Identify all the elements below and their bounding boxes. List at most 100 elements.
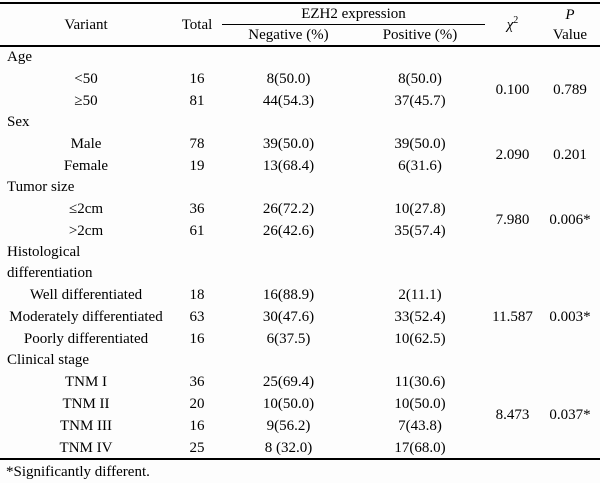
- table-row: Moderately differentiated 63 30(47.6) 33…: [0, 306, 600, 328]
- header-variant: Variant: [64, 16, 108, 33]
- positive-cell: 8(50.0): [398, 71, 442, 87]
- chi2-cell: 8.473: [495, 406, 530, 423]
- header-row-2: Negative (%) Positive (%): [0, 25, 600, 47]
- total-cell: 16: [189, 331, 205, 347]
- table-row: Male 78 39(50.0) 39(50.0) 2.090 0.201: [0, 133, 600, 163]
- table-body: Age <50 16 8(50.0) 8(50.0) 0.100 0.789 ≥…: [0, 46, 600, 459]
- value-label: Value: [552, 26, 588, 43]
- header-row-1: Variant Total EZH2 expression χ2 P Value: [0, 3, 600, 43]
- negative-cell: 30(47.6): [262, 309, 315, 325]
- total-cell: 36: [189, 374, 205, 390]
- section-empty-cells: [172, 350, 600, 371]
- negative-cell: 6(37.5): [266, 331, 311, 347]
- total-cell: 16: [189, 418, 205, 434]
- header-chi-square: χ2: [485, 3, 540, 46]
- positive-cell: 39(50.0): [394, 136, 446, 152]
- positive-cell: 10(50.0): [394, 396, 446, 412]
- variant-cell: <50: [74, 71, 98, 87]
- header-ezh2-expression: EZH2 expression: [222, 3, 485, 25]
- variant-cell: Moderately differentiated: [9, 309, 163, 325]
- section-empty-cells: [172, 242, 600, 284]
- chi-symbol: χ: [506, 16, 514, 33]
- negative-cell: 44(54.3): [262, 93, 315, 109]
- table-row: Female 19 13(68.4) 6(31.6): [0, 155, 600, 177]
- section-label: Clinical stage: [7, 352, 90, 368]
- section-row-tumor-size: Tumor size: [0, 177, 600, 198]
- table-row: TNM I 36 25(69.4) 11(30.6) 8.473 0.037*: [0, 371, 600, 423]
- section-row-histological-differentiation: Histological differentiation: [0, 242, 600, 284]
- negative-cell: 25(69.4): [262, 374, 315, 390]
- chi2-cell: 0.100: [495, 82, 530, 98]
- variant-cell: TNM II: [62, 396, 110, 412]
- p-cell: 0.037*: [549, 406, 591, 423]
- p-cell: 0.003*: [549, 309, 591, 325]
- variant-cell: Poorly differentiated: [23, 331, 149, 347]
- table-row: Well differentiated 18 16(88.9) 2(11.1) …: [0, 284, 600, 325]
- header-p-value: P Value: [540, 3, 600, 46]
- negative-cell: 9(56.2): [266, 418, 311, 434]
- total-cell: 78: [189, 136, 205, 152]
- positive-cell: 17(68.0): [394, 439, 446, 456]
- negative-cell: 16(88.9): [262, 287, 315, 303]
- section-empty-cells: [172, 112, 600, 133]
- variant-cell: TNM I: [64, 374, 108, 390]
- table-row: Poorly differentiated 16 6(37.5) 10(62.5…: [0, 328, 600, 350]
- positive-cell: 10(62.5): [394, 331, 446, 347]
- section-empty-cells: [172, 46, 600, 68]
- section-label: Histological differentiation: [7, 244, 93, 281]
- negative-cell: 26(72.2): [262, 201, 315, 217]
- total-cell: 36: [189, 201, 205, 217]
- table-header: Variant Total EZH2 expression χ2 P Value…: [0, 3, 600, 46]
- variant-cell: Well differentiated: [29, 287, 143, 303]
- variant-cell: Male: [70, 136, 102, 152]
- table-row: TNM II 20 10(50.0) 10(50.0): [0, 393, 600, 415]
- header-total: Total: [181, 16, 213, 33]
- table-row: ≥50 81 44(54.3) 37(45.7): [0, 90, 600, 112]
- p-cell: 0.006*: [549, 212, 591, 228]
- variant-cell: >2cm: [68, 223, 104, 239]
- variant-cell: TNM IV: [59, 439, 113, 456]
- total-cell: 81: [189, 93, 205, 109]
- positive-cell: 10(27.8): [394, 201, 446, 217]
- chi2-cell: 11.587: [492, 309, 533, 325]
- total-cell: 18: [189, 287, 205, 303]
- positive-cell: 6(31.6): [398, 158, 442, 174]
- section-label: Sex: [7, 114, 30, 130]
- positive-cell: 2(11.1): [398, 287, 442, 303]
- section-row-clinical-stage: Clinical stage: [0, 350, 600, 371]
- negative-cell: 10(50.0): [262, 396, 315, 412]
- variant-cell: ≥50: [74, 93, 98, 109]
- variant-cell: Female: [63, 158, 109, 174]
- chi2-cell: 7.980: [495, 212, 530, 228]
- table-row: TNM III 16 9(56.2) 7(43.8): [0, 415, 600, 437]
- total-cell: 20: [189, 396, 205, 412]
- positive-cell: 33(52.4): [394, 309, 446, 325]
- negative-cell: 8(50.0): [266, 71, 311, 87]
- section-empty-cells: [172, 177, 600, 198]
- table-row: ≤2cm 36 26(72.2) 10(27.8) 7.980 0.006*: [0, 198, 600, 228]
- negative-cell: 8 (32.0): [264, 439, 313, 456]
- total-cell: 19: [189, 158, 205, 174]
- negative-cell: 13(68.4): [262, 158, 315, 174]
- chi2-cell: 2.090: [495, 147, 530, 163]
- total-cell: 61: [189, 223, 205, 239]
- section-label: Tumor size: [7, 179, 75, 195]
- total-cell: 63: [189, 309, 205, 325]
- variant-cell: TNM III: [59, 418, 113, 434]
- total-cell: 25: [189, 439, 205, 456]
- table-row: >2cm 61 26(42.6) 35(57.4): [0, 220, 600, 242]
- positive-cell: 35(57.4): [394, 223, 446, 239]
- table-row: <50 16 8(50.0) 8(50.0) 0.100 0.789: [0, 68, 600, 98]
- chi-superscript: 2: [513, 14, 519, 26]
- negative-cell: 26(42.6): [262, 223, 315, 239]
- p-cell: 0.789: [553, 82, 587, 98]
- positive-cell: 7(43.8): [398, 418, 442, 434]
- negative-cell: 39(50.0): [262, 136, 315, 152]
- header-negative: Negative (%): [248, 27, 329, 43]
- footnote: *Significantly different.: [6, 464, 150, 480]
- section-label: Age: [7, 49, 32, 65]
- section-row-age: Age: [0, 46, 600, 68]
- positive-cell: 11(30.6): [394, 374, 446, 390]
- p-cell: 0.201: [553, 147, 587, 163]
- section-row-sex: Sex: [0, 112, 600, 133]
